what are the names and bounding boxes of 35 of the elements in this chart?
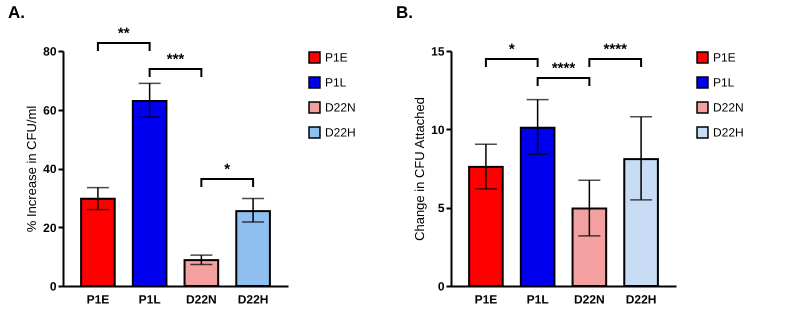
annotation: *** bbox=[166, 51, 184, 68]
y-tick-label: 80 bbox=[43, 44, 57, 58]
y-tick-label: 0 bbox=[50, 280, 57, 294]
legend-label: D22H bbox=[713, 126, 744, 140]
y-tick-label: 60 bbox=[43, 103, 57, 118]
legend-label: D22H bbox=[325, 126, 356, 140]
x-tick-label: P1L bbox=[526, 292, 549, 306]
text: ** bbox=[118, 25, 130, 42]
x-tick-label: P1L bbox=[138, 292, 161, 306]
legend-label: P1L bbox=[713, 76, 735, 90]
y-tick-label: 10 bbox=[431, 122, 445, 137]
x-tick-label: P1E bbox=[86, 292, 110, 306]
annotation: **** bbox=[604, 41, 628, 58]
annotation: * bbox=[508, 41, 515, 58]
annotation: * bbox=[224, 161, 230, 178]
chart-title: B. bbox=[396, 3, 413, 22]
x-tick-label: D22H bbox=[238, 292, 268, 306]
legend-label: P1L bbox=[325, 76, 347, 90]
y-tick-label: 0 bbox=[438, 280, 445, 294]
legend-label: D22N bbox=[325, 100, 356, 114]
y-tick-label: 15 bbox=[431, 44, 445, 58]
x-tick-label: D22H bbox=[626, 292, 656, 306]
y-axis-title: % Increase in CFU/ml bbox=[24, 106, 40, 232]
chart-title: A. bbox=[8, 3, 25, 22]
y-tick-label: 40 bbox=[43, 162, 57, 176]
y-axis-title: Change in CFU Attached bbox=[412, 97, 428, 241]
legend-label: D22N bbox=[713, 100, 744, 114]
y-tick-label: 5 bbox=[438, 201, 445, 216]
x-tick-label: D22N bbox=[186, 292, 217, 306]
y-tick-label: 20 bbox=[43, 220, 57, 235]
x-tick-label: P1E bbox=[474, 292, 498, 306]
legend-label: P1E bbox=[713, 50, 736, 64]
legend-label: P1E bbox=[325, 50, 348, 64]
x-tick-label: D22N bbox=[574, 292, 605, 306]
annotation: **** bbox=[552, 60, 576, 77]
